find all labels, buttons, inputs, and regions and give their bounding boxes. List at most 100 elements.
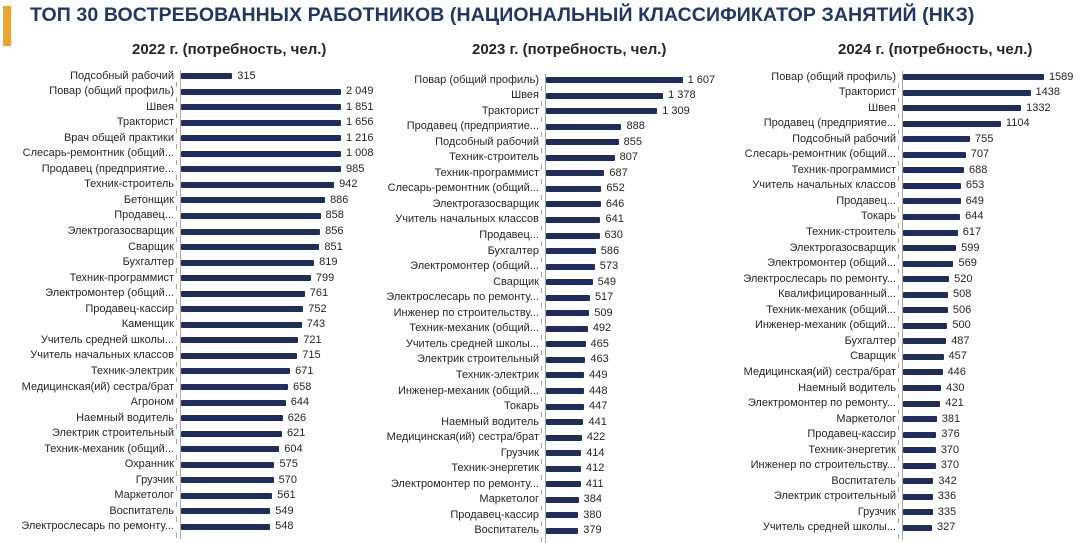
- data-bar: [546, 139, 619, 146]
- category-label: Инженер-механик (общий...: [754, 319, 896, 332]
- data-bar: [546, 527, 579, 534]
- category-label: Электрослесарь по ремонту...: [21, 520, 174, 533]
- data-bar: [181, 244, 320, 251]
- category-axis: [180, 70, 181, 539]
- axis-tick: [541, 132, 542, 138]
- axis-tick: [176, 283, 177, 289]
- data-bar: [546, 481, 581, 488]
- data-value-label: 626: [287, 411, 307, 424]
- axis-tick: [176, 392, 177, 398]
- data-bar: [546, 403, 584, 410]
- data-value-label: 570: [278, 473, 298, 486]
- data-value-label: 422: [586, 431, 606, 444]
- category-label: Повар (общий профиль): [49, 85, 174, 98]
- data-value-label: 644: [290, 396, 310, 409]
- data-value-label: 888: [626, 120, 645, 133]
- axis-tick: [898, 284, 899, 290]
- data-bar: [546, 248, 596, 255]
- data-value-label: 942: [339, 178, 358, 191]
- category-label: Техник-программист: [69, 271, 174, 284]
- axis-tick: [176, 112, 177, 118]
- axis-tick: [541, 85, 542, 91]
- category-label: Электромонтер по ремонту...: [747, 397, 896, 410]
- data-bar: [181, 384, 288, 390]
- axis-tick: [541, 505, 542, 511]
- page-title: ТОП 30 ВОСТРЕБОВАННЫХ РАБОТНИКОВ (НАЦИОН…: [30, 4, 975, 26]
- data-bar: [181, 135, 341, 142]
- axis-tick: [898, 207, 899, 213]
- axis-tick: [176, 237, 177, 243]
- category-label: Техник-строитель: [806, 226, 896, 238]
- category-label: Техник-программист: [434, 166, 539, 179]
- data-value-label: 658: [292, 380, 312, 393]
- data-bar: [181, 88, 341, 95]
- data-value-label: 671: [295, 364, 314, 377]
- axis-tick: [541, 334, 542, 340]
- category-label: Учитель начальных классов: [30, 349, 174, 362]
- data-bar: [903, 322, 948, 329]
- data-bar: [903, 74, 1044, 80]
- axis-tick: [176, 517, 177, 523]
- category-label: Продавец-кассир: [807, 428, 896, 441]
- axis-tick: [541, 474, 542, 480]
- data-bar: [546, 388, 585, 394]
- axis-tick: [541, 101, 542, 107]
- category-label: Квалифицированный...: [778, 288, 896, 301]
- category-label: Швея: [868, 101, 896, 114]
- category-label: Учитель начальных классов: [395, 213, 539, 226]
- category-label: Продавец (предприятие...: [406, 120, 539, 133]
- axis-tick: [898, 409, 899, 415]
- category-label: Электромонтер (общий...: [767, 257, 896, 270]
- axis-tick: [541, 381, 542, 387]
- data-bar: [903, 338, 947, 345]
- axis-tick: [176, 361, 177, 367]
- axis-tick: [898, 82, 899, 88]
- data-bar: [181, 73, 233, 79]
- data-bar: [903, 105, 1022, 112]
- data-value-label: 688: [969, 163, 988, 176]
- data-value-label: 652: [606, 182, 625, 195]
- data-bar: [181, 259, 315, 266]
- data-value-label: 1 607: [687, 73, 716, 86]
- chart-title: 2024 г. (потребность, чел.): [838, 41, 1033, 58]
- axis-tick: [898, 378, 899, 384]
- axis-tick: [541, 536, 542, 542]
- category-label: Техник-строитель: [84, 178, 174, 191]
- axis-tick: [898, 129, 899, 135]
- category-label: Агроном: [130, 396, 174, 409]
- data-value-label: 715: [302, 349, 321, 362]
- data-value-label: 381: [941, 412, 961, 425]
- category-label: Токарь: [504, 400, 539, 413]
- axis-tick: [176, 175, 177, 181]
- data-bar: [181, 166, 341, 173]
- axis-tick: [898, 331, 899, 337]
- data-value-label: 509: [594, 306, 613, 319]
- axis-tick: [541, 287, 542, 293]
- data-value-label: 342: [938, 474, 957, 487]
- data-value-label: 335: [937, 505, 957, 518]
- axis-tick: [176, 501, 177, 507]
- category-label: Врач общей практики: [63, 131, 174, 144]
- axis-tick: [176, 408, 177, 414]
- data-bar: [181, 104, 341, 111]
- data-value-label: 707: [970, 148, 990, 161]
- data-value-label: 561: [277, 489, 296, 502]
- data-value-label: 520: [954, 272, 973, 285]
- category-label: Тракторист: [481, 104, 539, 117]
- data-value-label: 1589: [1048, 70, 1074, 83]
- data-value-label: 508: [953, 288, 972, 301]
- data-value-label: 421: [945, 397, 964, 410]
- axis-tick: [541, 365, 542, 371]
- category-label: Электрик строительный: [773, 490, 896, 503]
- data-value-label: 1332: [1026, 101, 1051, 114]
- data-bar: [903, 478, 934, 485]
- category-label: Подсобный рабочий: [435, 135, 539, 148]
- category-label: Бухгалтер: [122, 256, 174, 269]
- data-value-label: 644: [965, 210, 984, 223]
- data-bar: [181, 337, 299, 344]
- data-value-label: 549: [275, 504, 294, 517]
- data-bar: [546, 185, 602, 192]
- category-label: Электрогазосварщик: [789, 241, 896, 254]
- category-label: Маркетолог: [114, 489, 174, 502]
- data-bar: [181, 430, 282, 437]
